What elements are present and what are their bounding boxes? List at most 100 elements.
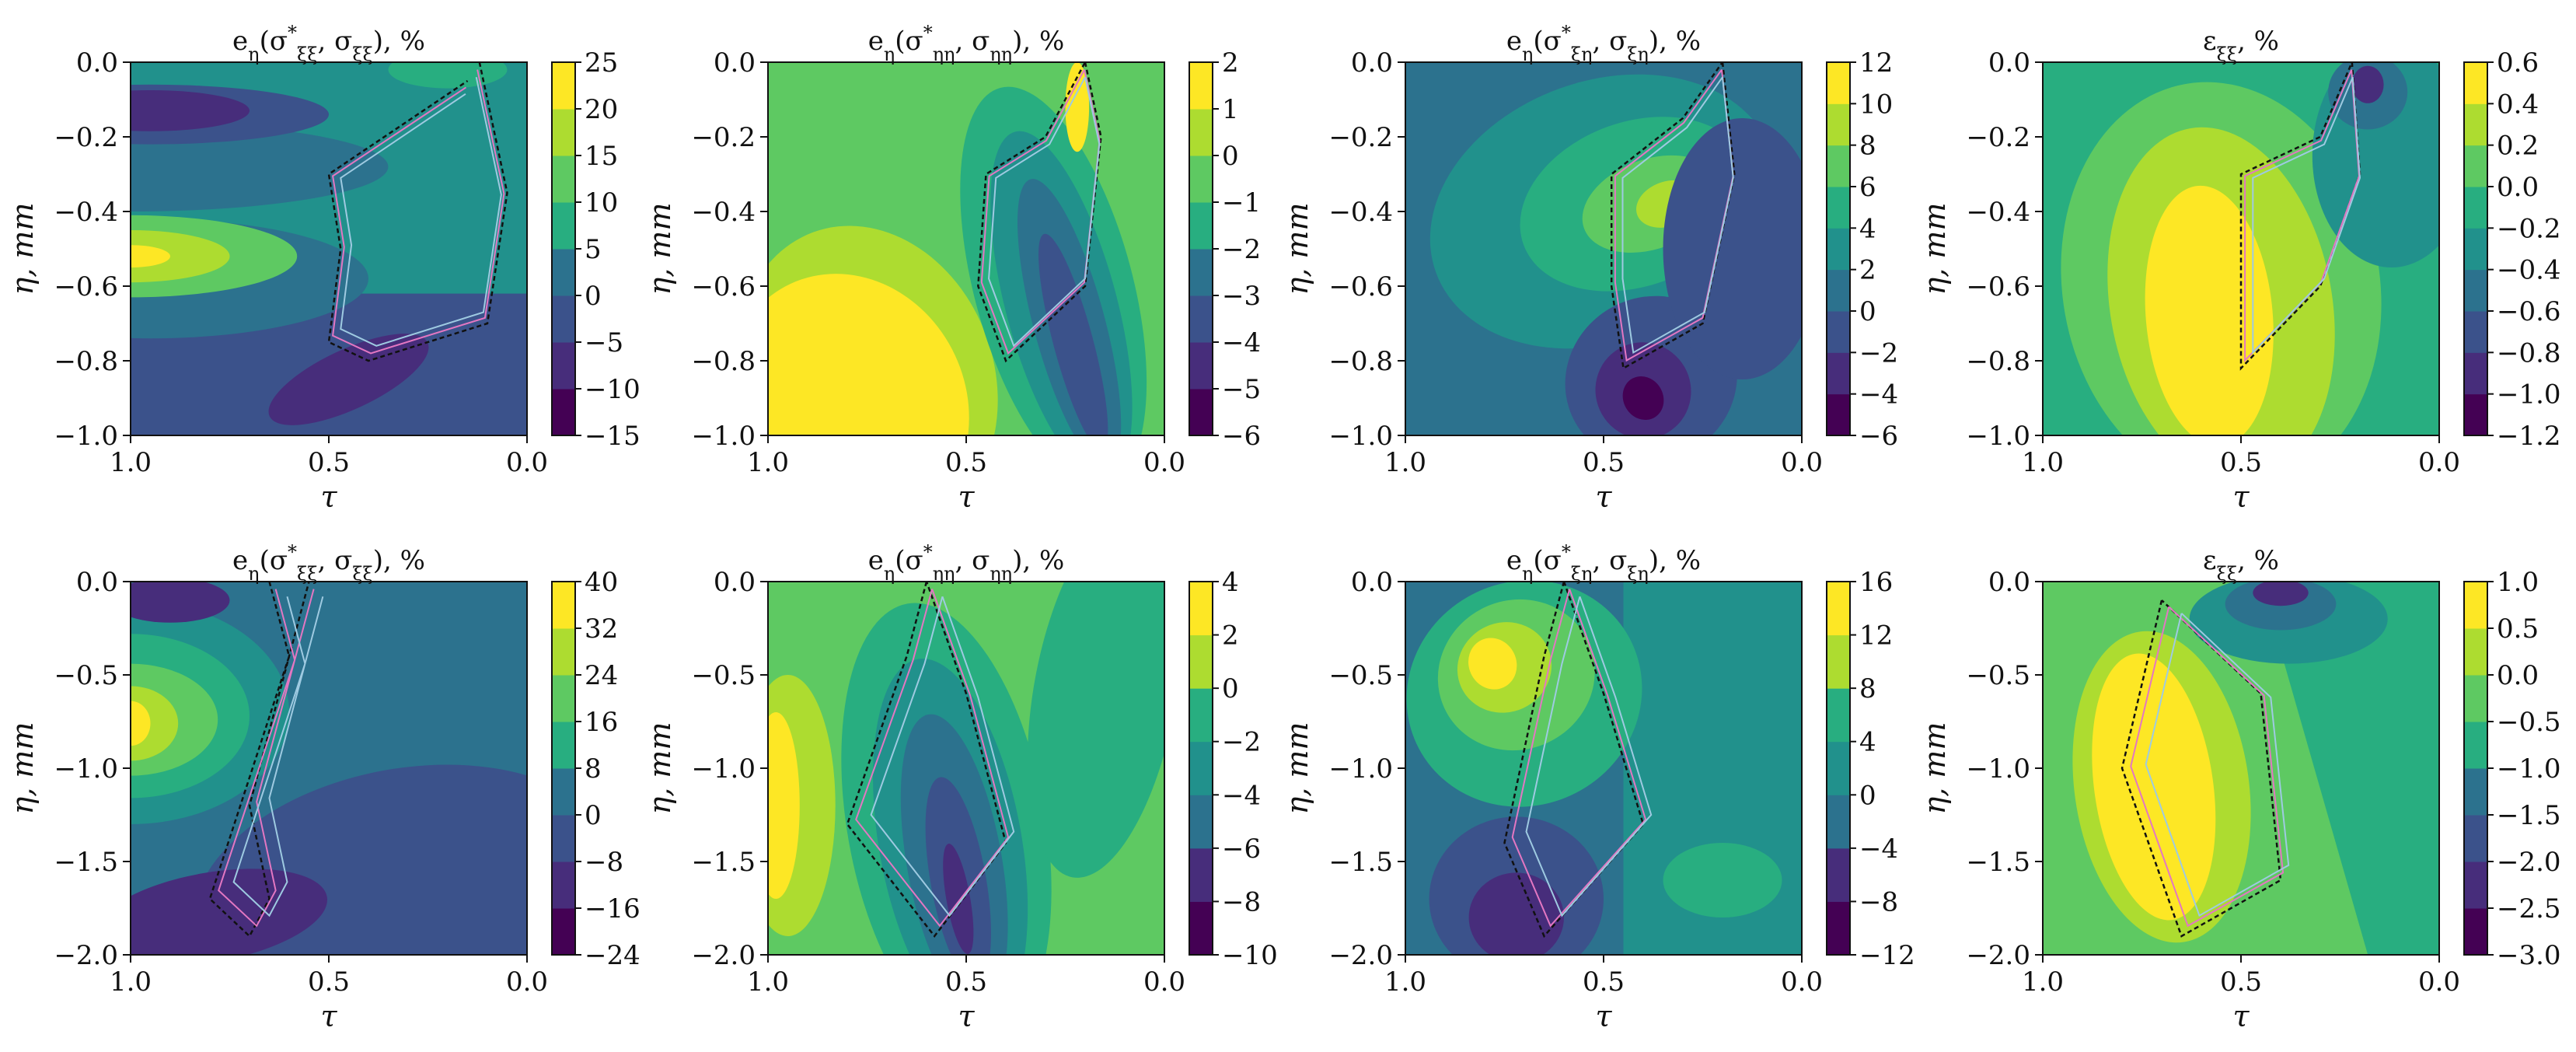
colorbar-band <box>1189 795 1213 849</box>
colorbar-tick-label: 12 <box>1859 47 1893 79</box>
colorbar-band <box>1827 228 1850 271</box>
y-tick-label: −0.8 <box>691 346 756 377</box>
colorbar: −6 −4 −2 0 2 4 6 8 10 12 <box>1826 47 1898 452</box>
colorbar-tick-label: −6 <box>1222 421 1261 452</box>
colorbar-tick-label: 0.0 <box>2497 172 2539 203</box>
light-blue-boundary-curve <box>870 596 1015 917</box>
plot-area: eη(σ*ηη, σηη), % 1.0 0.5 0.0 τ −2.0 −1.5 −1.0 −0… <box>643 541 1278 1033</box>
colorbar-band <box>1189 109 1213 156</box>
y-tick-label: 0.0 <box>1988 567 2030 598</box>
y-tick-label: −0.6 <box>1966 271 2030 302</box>
colorbar-tick-label: −1.0 <box>2497 379 2561 411</box>
colorbar-tick-label: 20 <box>585 94 618 125</box>
y-tick-label: −0.6 <box>1328 271 1393 302</box>
colorbar-band <box>1827 795 1850 849</box>
x-tick-label: 1.0 <box>110 447 152 478</box>
colorbar-tick-label: −10 <box>1222 940 1278 971</box>
x-tick-label: 0.0 <box>2418 966 2460 998</box>
heatmap-field <box>1405 62 1802 435</box>
y-tick-label: 0.0 <box>714 47 756 79</box>
contour-region <box>2260 582 2439 955</box>
x-tick-label: 0.5 <box>1583 966 1625 998</box>
y-axis-label: η, mm <box>1918 722 1952 815</box>
contour-region <box>943 844 974 954</box>
x-axis-label: τ <box>2232 480 2250 514</box>
colorbar-tick-label: −12 <box>1859 940 1915 971</box>
contour-region <box>131 686 179 761</box>
x-tick-label: 1.0 <box>747 966 789 998</box>
colorbar-tick-label: 6 <box>1859 172 1876 203</box>
colorbar-band <box>1189 741 1213 795</box>
y-tick-label: −0.2 <box>1966 122 2030 153</box>
x-tick-label: 0.0 <box>506 447 548 478</box>
colorbar-band <box>1189 901 1213 956</box>
dashed-boundary-curve <box>977 62 1102 363</box>
heatmap-field <box>131 582 527 955</box>
colorbar-band <box>2464 228 2487 271</box>
colorbar-frame <box>1826 581 1851 956</box>
contour-region <box>1065 62 1090 152</box>
colorbar-band <box>2464 862 2487 909</box>
colorbar-tick-label: 1.0 <box>2497 567 2539 598</box>
colorbar-tick-label: 4 <box>1859 727 1876 758</box>
colorbar-band <box>1189 156 1213 203</box>
x-axis-label: τ <box>1595 480 1612 514</box>
y-tick-label: −0.4 <box>691 197 756 228</box>
colorbar-tick-label: −4 <box>1859 834 1898 865</box>
colorbar-tick-label: 0.2 <box>2497 131 2539 162</box>
colorbar: −3.0 −2.5 −2.0 −1.5 −1.0 −0.5 0.0 0.5 1.0 <box>2463 567 2561 971</box>
x-tick-label: 0.5 <box>945 966 987 998</box>
colorbar-tick-label: 1 <box>1222 94 1239 125</box>
x-tick-label: 0.0 <box>1781 966 1823 998</box>
y-tick-label: −0.8 <box>1966 346 2030 377</box>
y-tick-label: −0.5 <box>1328 660 1393 691</box>
y-axis-label: η, mm <box>5 203 40 295</box>
chart-title: eη(σ*ξη, σξη), % <box>1506 541 1701 585</box>
x-tick-label: 0.0 <box>1143 966 1185 998</box>
y-tick-label: −0.5 <box>691 660 756 691</box>
dashed-boundary-curve <box>846 582 1007 938</box>
colorbar-tick-label: −0.8 <box>2497 337 2561 369</box>
colorbar-band <box>1827 103 1850 146</box>
colorbar-tick-label: 25 <box>585 47 618 79</box>
contour-region <box>1038 233 1108 435</box>
y-tick-label: 0.0 <box>1988 47 2030 79</box>
chart-panel-row2-col1: eη(σ*ξξ, σξξ), % 1.0 0.5 0.0 τ −2.0 −1.5 −1.0 −0… <box>5 541 641 1033</box>
colorbar-band <box>552 582 575 629</box>
y-tick-label: −1.0 <box>54 753 118 785</box>
x-tick-label: 0.0 <box>1143 447 1185 478</box>
contour-region <box>1622 376 1664 421</box>
pink-boundary-curve <box>332 69 505 355</box>
colorbar-tick-label: 10 <box>1859 89 1893 120</box>
colorbar-band <box>552 109 575 156</box>
colorbar-band <box>2464 815 2487 862</box>
colorbar-tick-label: −0.5 <box>2497 707 2561 738</box>
heatmap-field <box>768 582 1164 955</box>
contour-region <box>1663 843 1782 917</box>
pink-boundary-curve <box>855 589 1010 928</box>
colorbar-tick-label: 0 <box>585 800 602 831</box>
chart-panel-row2-col4: εξξ, % 1.0 0.5 0.0 τ −2.0 −1.5 −1.0 −0.5 0.0 η, mm… <box>1918 545 2561 1033</box>
colorbar-tick-label: 0 <box>1859 780 1876 811</box>
colorbar-band <box>2464 582 2487 629</box>
contour-region <box>131 90 250 131</box>
colorbar-tick-label: −5 <box>1222 374 1261 405</box>
colorbar-tick-label: −0.2 <box>2497 213 2561 244</box>
colorbar-band <box>2464 768 2487 816</box>
plot-area: εξξ, % 1.0 0.5 0.0 τ −1.0 −0.8 −0.6 −0.4 −0.2 0.0 η… <box>1918 26 2561 514</box>
colorbar: −12 −8 −4 0 4 8 12 16 <box>1826 567 1915 971</box>
colorbar-band <box>1827 634 1850 689</box>
colorbar-band <box>552 675 575 722</box>
y-tick-label: −1.5 <box>1966 847 2030 878</box>
chart-title: εξξ, % <box>2203 545 2279 585</box>
x-tick-label: 0.5 <box>1583 447 1625 478</box>
y-tick-label: −0.2 <box>54 122 118 153</box>
colorbar-band <box>1827 269 1850 312</box>
light-blue-boundary-curve <box>340 76 502 347</box>
x-axis-label: τ <box>320 480 337 514</box>
contour-region <box>131 245 170 267</box>
plot-area: eη(σ*ξη, σξη), % 1.0 0.5 0.0 τ −1.0 −0.8 −0.6 −0… <box>1280 22 1898 514</box>
colorbar-band <box>552 862 575 909</box>
dashed-boundary-curve <box>1610 62 1736 370</box>
colorbar: −15 −10 −5 0 5 10 15 20 25 <box>551 47 641 452</box>
